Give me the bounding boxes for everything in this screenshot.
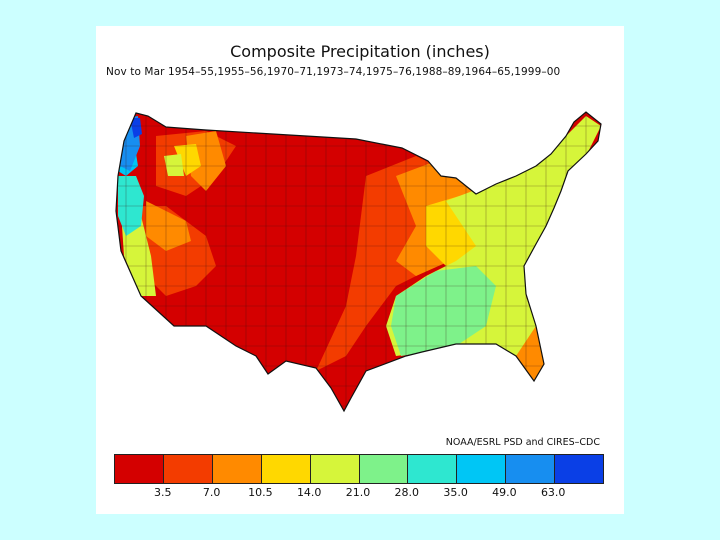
us-outline xyxy=(115,111,602,413)
legend-tick-label: 3.5 xyxy=(154,486,172,499)
legend-swatch xyxy=(457,455,507,483)
map-panel: Composite Precipitation (inches) Nov to … xyxy=(96,26,624,514)
legend-swatch xyxy=(163,455,213,483)
legend-tick-label: 14.0 xyxy=(296,486,322,499)
legend-tick-label: 21.0 xyxy=(345,486,371,499)
color-legend xyxy=(114,454,604,484)
source-credit: NOAA/ESRL PSD and CIRES–CDC xyxy=(445,437,600,448)
legend-swatch xyxy=(261,455,311,483)
legend-swatch xyxy=(212,455,262,483)
precipitation-map xyxy=(115,111,602,413)
legend-swatch xyxy=(310,455,360,483)
legend-swatch xyxy=(359,455,409,483)
legend-tick-label: 7.0 xyxy=(202,486,221,499)
legend-tick-label: 49.0 xyxy=(492,486,517,499)
legend-swatch xyxy=(115,455,164,483)
legend-ticks: 3.5 7.0 10.5 14.0 21.0 28.0 35.0 49.0 63.0 xyxy=(114,486,602,500)
legend-tick-label: 28.0 xyxy=(394,486,420,499)
legend-tick-label: 63.0 xyxy=(540,486,566,499)
legend-swatch xyxy=(408,455,458,483)
map-subtitle: Nov to Mar 1954–55,1955–56,1970–71,1973–… xyxy=(106,66,561,78)
legend-tick-label: 10.5 xyxy=(248,486,273,499)
legend-swatch xyxy=(506,455,556,483)
map-title: Composite Precipitation (inches) xyxy=(230,42,490,61)
legend-tick-label: 35.0 xyxy=(443,486,468,499)
legend-swatch xyxy=(555,455,604,483)
